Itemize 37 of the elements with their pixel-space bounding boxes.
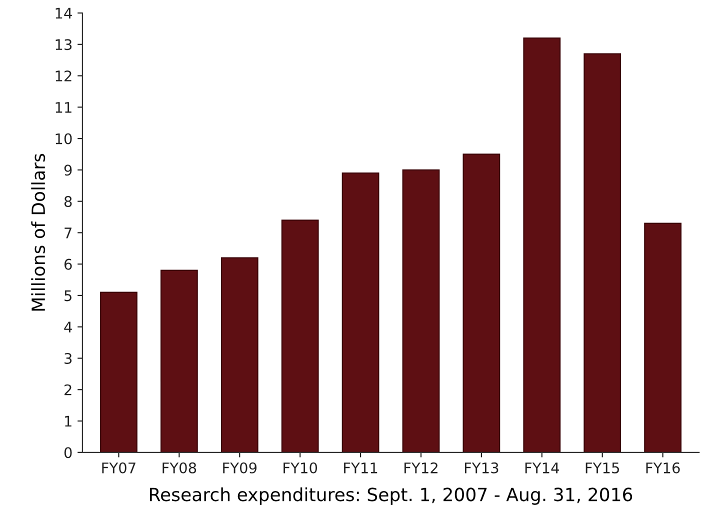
y-tick-label: 14 [56, 8, 72, 19]
x-tick-label: FY13 [464, 462, 498, 474]
y-axis-title: Millions of Dollars [31, 154, 46, 311]
x-tick-label: FY16 [646, 462, 680, 474]
bar [462, 154, 500, 452]
bar [523, 38, 561, 452]
y-tick-label: 9 [64, 164, 72, 176]
bar [220, 257, 258, 452]
bar [584, 53, 622, 452]
y-tick-label: 3 [64, 352, 72, 364]
y-tick-label: 2 [64, 384, 72, 396]
bar [342, 172, 380, 452]
y-tick-label: 0 [64, 447, 72, 458]
x-tick-label: FY15 [586, 462, 620, 474]
x-tick-label: FY09 [223, 462, 257, 474]
y-tick-label: 12 [56, 70, 72, 82]
y-tick-label: 8 [64, 196, 72, 208]
bar [281, 220, 319, 452]
y-tick-label: 4 [64, 322, 72, 332]
x-tick-label: FY08 [162, 462, 196, 474]
x-tick-label: FY14 [525, 462, 560, 474]
y-tick-label: 5 [64, 290, 72, 302]
x-tick-label: FY10 [284, 462, 318, 474]
y-tick-label: 6 [64, 258, 72, 270]
y-tick-label: 13 [56, 39, 72, 50]
x-tick-label: FY07 [102, 462, 136, 474]
bar [402, 169, 440, 452]
x-tick-label: FY12 [404, 462, 438, 474]
x-axis-title: Research expenditures: Sept. 1, 2007 - Aug. 31, 2016 [150, 487, 632, 505]
y-tick-label: 11 [56, 102, 72, 113]
bar [644, 222, 682, 452]
y-tick-label: 7 [64, 228, 72, 238]
y-tick-label: 10 [56, 133, 72, 144]
x-tick-label: FY11 [344, 462, 378, 474]
bar [160, 270, 198, 452]
bar [100, 292, 138, 452]
y-tick-label: 1 [65, 416, 72, 427]
